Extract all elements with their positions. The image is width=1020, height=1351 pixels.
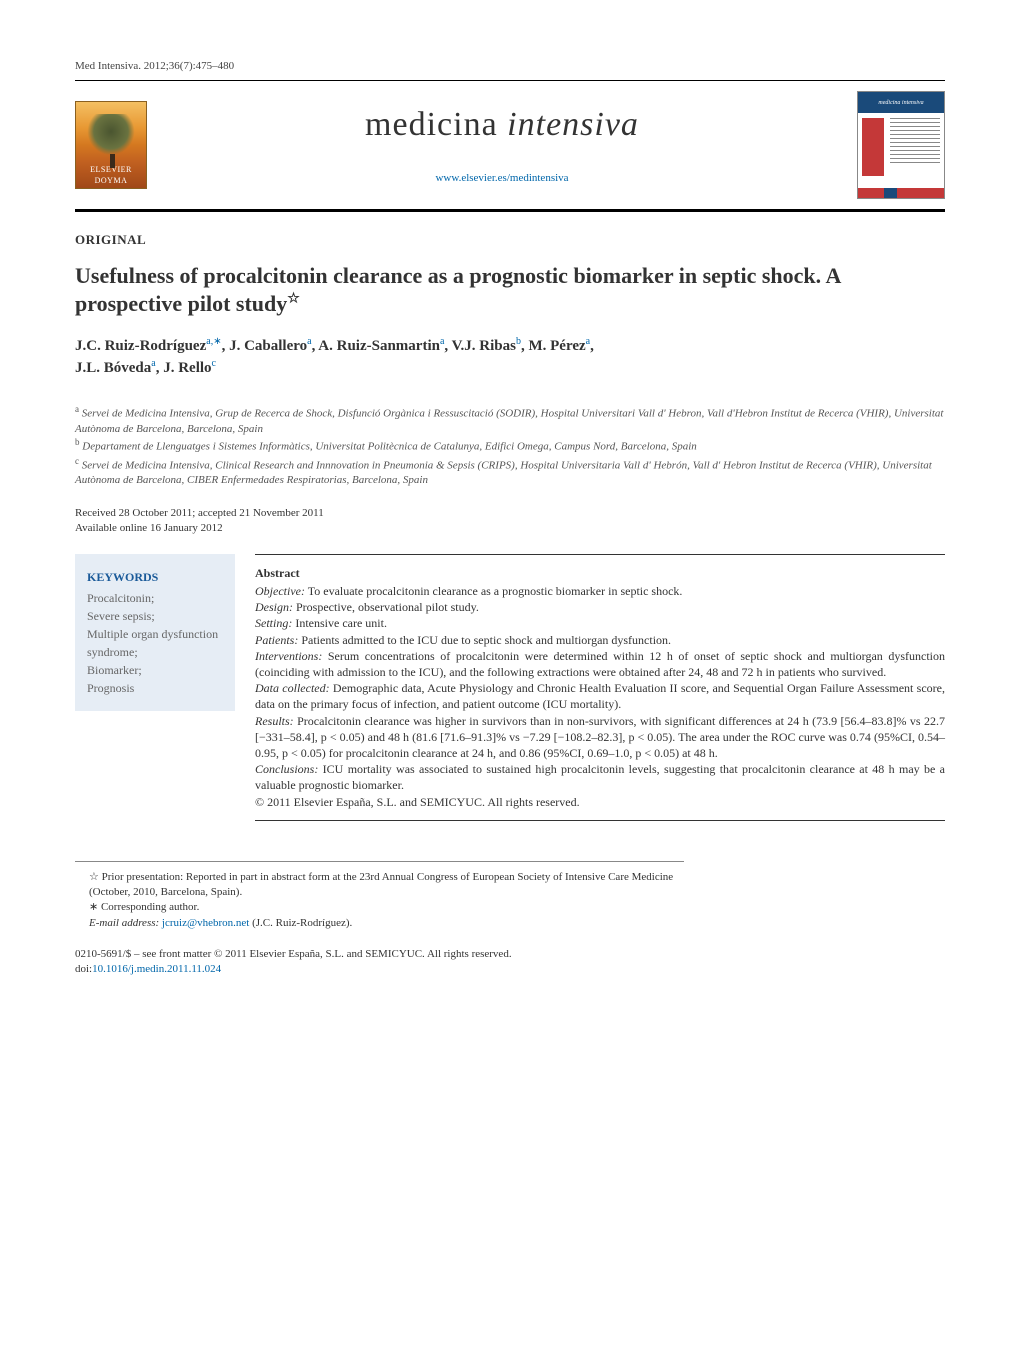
- abstract-keywords-row: KEYWORDS Procalcitonin; Severe sepsis; M…: [75, 554, 945, 821]
- abstract-conclusions: Conclusions: ICU mortality was associate…: [255, 761, 945, 793]
- author: J.C. Ruiz-Rodrígueza,∗: [75, 338, 222, 354]
- abstract-patients: Patients: Patients admitted to the ICU d…: [255, 632, 945, 648]
- cover-thumb-footer-dark: [884, 188, 897, 198]
- doi-label: doi:: [75, 963, 92, 975]
- affiliation-c: c Servei de Medicina Intensiva, Clinical…: [75, 455, 945, 488]
- author: J.L. Bóvedaa: [75, 360, 156, 376]
- journal-name-normal: medicina: [365, 106, 507, 143]
- abstract-interventions: Interventions: Serum concentrations of p…: [255, 648, 945, 680]
- author: M. Péreza: [528, 338, 590, 354]
- journal-name-italic: intensiva: [507, 106, 639, 143]
- author: J. Caballeroa: [229, 338, 312, 354]
- doi-link[interactable]: 10.1016/j.medin.2011.11.024: [92, 963, 221, 975]
- abstract: Abstract Objective: To evaluate procalci…: [255, 554, 945, 821]
- article-dates: Received 28 October 2011; accepted 21 No…: [75, 506, 945, 536]
- author-list: J.C. Ruiz-Rodrígueza,∗, J. Caballeroa, A…: [75, 335, 945, 379]
- abstract-data: Data collected: Demographic data, Acute …: [255, 680, 945, 712]
- affiliation-b: b Departament de Llenguatges i Sistemes …: [75, 436, 945, 455]
- journal-cover-thumbnail: medicina intensiva: [857, 91, 945, 199]
- journal-title: medicina intensiva: [365, 106, 639, 144]
- abstract-results: Results: Procalcitonin clearance was hig…: [255, 713, 945, 762]
- abstract-copyright: © 2011 Elsevier España, S.L. and SEMICYU…: [255, 794, 945, 810]
- keywords-title: KEYWORDS: [87, 568, 223, 586]
- cover-thumb-red-block: [862, 118, 884, 176]
- email-label: E-mail address:: [89, 917, 162, 929]
- abstract-design: Design: Prospective, observational pilot…: [255, 599, 945, 615]
- dates-received: Received 28 October 2011; accepted 21 No…: [75, 506, 945, 521]
- keywords-list: Procalcitonin; Severe sepsis; Multiple o…: [87, 589, 223, 697]
- abstract-heading: Abstract: [255, 565, 945, 581]
- dates-online: Available online 16 January 2012: [75, 521, 945, 536]
- abstract-objective: Objective: To evaluate procalcitonin cle…: [255, 583, 945, 599]
- affiliation-a: a Servei de Medicina Intensiva, Grup de …: [75, 403, 945, 436]
- journal-url[interactable]: www.elsevier.es/medintensiva: [435, 172, 568, 184]
- email-link[interactable]: jcruiz@vhebron.net: [162, 917, 249, 929]
- author: V.J. Ribasb: [452, 338, 521, 354]
- cover-thumb-footer: [858, 188, 944, 198]
- title-star-icon: ☆: [287, 291, 300, 306]
- header-citation: Med Intensiva. 2012;36(7):475–480: [75, 60, 945, 72]
- footer-info: 0210-5691/$ – see front matter © 2011 El…: [75, 947, 945, 977]
- footnotes: ☆ Prior presentation: Reported in part i…: [75, 861, 684, 932]
- keywords-box: KEYWORDS Procalcitonin; Severe sepsis; M…: [75, 554, 235, 711]
- tree-icon: [83, 114, 139, 164]
- footnote-star: ☆ Prior presentation: Reported in part i…: [75, 870, 684, 901]
- abstract-setting: Setting: Intensive care unit.: [255, 615, 945, 631]
- logo-label-doyma: DOYMA: [95, 177, 128, 186]
- elsevier-doyma-logo: ELSEVIER DOYMA: [75, 101, 147, 189]
- cover-thumb-title: medicina intensiva: [858, 92, 944, 113]
- article-title: Usefulness of procalcitonin clearance as…: [75, 262, 945, 317]
- cover-thumb-lines: [890, 118, 940, 166]
- header-center: medicina intensiva www.elsevier.es/medin…: [147, 106, 857, 184]
- footnote-corresponding: ∗ Corresponding author.: [75, 900, 684, 915]
- footnote-email: E-mail address: jcruiz@vhebron.net (J.C.…: [75, 916, 684, 931]
- email-author: (J.C. Ruiz-Rodríguez).: [249, 917, 352, 929]
- author: J. Relloc: [163, 360, 216, 376]
- affiliations: a Servei de Medicina Intensiva, Grup de …: [75, 403, 945, 488]
- author: A. Ruiz-Sanmartina: [318, 338, 444, 354]
- journal-header: ELSEVIER DOYMA medicina intensiva www.el…: [75, 80, 945, 212]
- article-title-text: Usefulness of procalcitonin clearance as…: [75, 263, 840, 316]
- front-matter: 0210-5691/$ – see front matter © 2011 El…: [75, 947, 945, 962]
- article-type: ORIGINAL: [75, 232, 945, 248]
- doi-line: doi:10.1016/j.medin.2011.11.024: [75, 962, 945, 977]
